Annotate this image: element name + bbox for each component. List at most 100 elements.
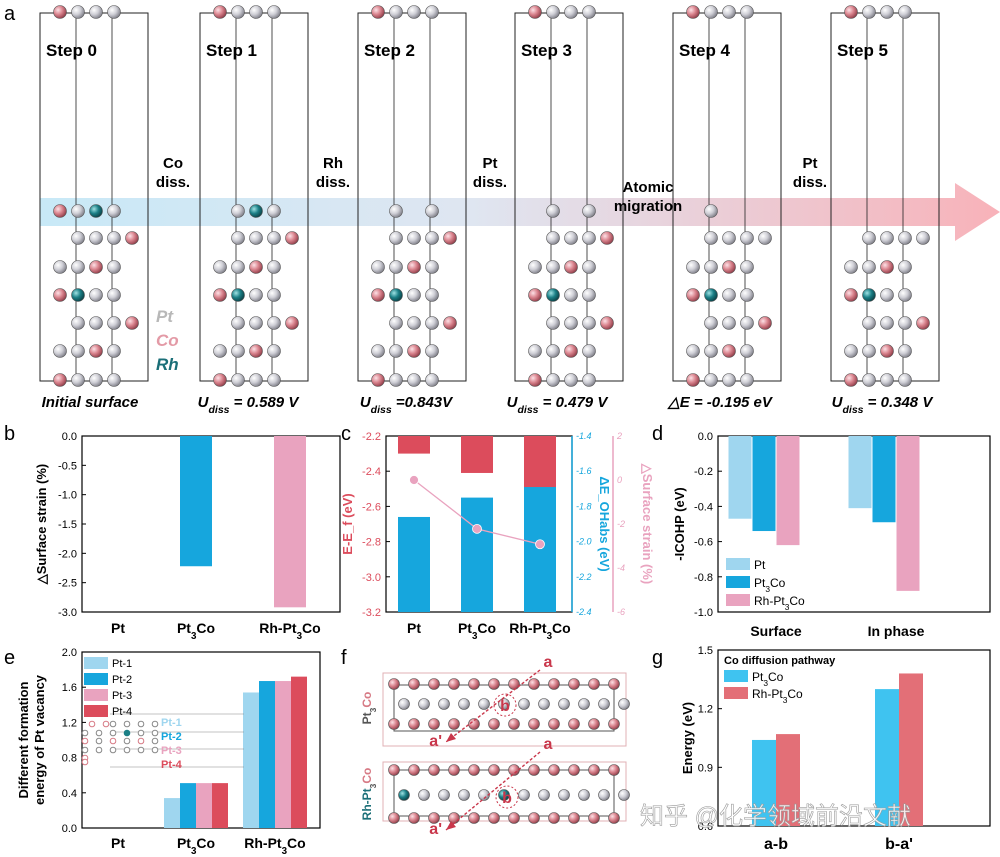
- pt-atom: [740, 231, 754, 245]
- rh-atom: [89, 204, 103, 218]
- strain-point: [535, 539, 545, 550]
- pt-atom: [267, 260, 281, 274]
- co-atom: [388, 678, 400, 690]
- bar-Rh-Pt3Co: [899, 673, 923, 826]
- inset-atom: [137, 729, 145, 737]
- pt-atom: [231, 316, 245, 330]
- pt-atom: [880, 231, 894, 245]
- pt-atom: [231, 373, 245, 387]
- arrow-label-1-line1: Rh: [323, 155, 343, 172]
- mid-tick-label: -1.4: [576, 431, 592, 441]
- legend-label: Pt-3: [112, 690, 132, 702]
- pt-atom: [722, 373, 736, 387]
- y-tick-label: 1.2: [62, 717, 77, 729]
- y-tick-label: -1.0: [694, 607, 713, 619]
- co-atom: [53, 5, 67, 19]
- co-atom: [89, 344, 103, 358]
- co-atom: [508, 678, 520, 690]
- co-atom: [408, 812, 420, 824]
- slab-step-4: Step 4: [672, 5, 782, 387]
- rh-atom: [231, 288, 245, 302]
- pt-atom: [704, 344, 718, 358]
- site-a-prime-label: a': [429, 821, 442, 838]
- bar-Pt: [728, 436, 752, 519]
- inset-atom: [95, 729, 103, 737]
- pt-atom: [704, 5, 718, 19]
- co-atom: [488, 812, 500, 824]
- co-atom: [548, 764, 560, 776]
- bar-Rh-Pt3Co: [776, 734, 800, 826]
- pt-atom: [538, 698, 550, 710]
- step-caption-5: Udiss = 0.348 V: [832, 394, 935, 416]
- pt-atom: [704, 373, 718, 387]
- co-atom: [388, 812, 400, 824]
- pt-atom: [686, 344, 700, 358]
- site-b-marker: [493, 693, 517, 717]
- inset-atom: [123, 729, 131, 737]
- slab-cell: [393, 769, 615, 817]
- y-tick-label: 1.6: [62, 682, 77, 694]
- co-atom: [844, 373, 858, 387]
- co-atom: [488, 718, 500, 730]
- pt-atom: [389, 344, 403, 358]
- pt-atom: [722, 288, 736, 302]
- y-axis-label: Energy (eV): [680, 702, 695, 774]
- pt-atom: [528, 260, 542, 274]
- strain-point: [409, 475, 419, 485]
- pt-atom: [898, 288, 912, 302]
- bar-Pt3Co: [875, 689, 899, 826]
- inset-atom: [151, 720, 159, 728]
- co-atom: [443, 231, 457, 245]
- co-atom: [53, 204, 67, 218]
- co-atom: [588, 718, 600, 730]
- pt-atom: [498, 698, 510, 710]
- co-atom: [428, 678, 440, 690]
- y-tick-label: -0.5: [58, 460, 77, 472]
- legend-title: Co diffusion pathway: [724, 655, 836, 667]
- co-atom: [388, 764, 400, 776]
- legend-swatch: [726, 558, 750, 570]
- slab-step-2: Step 2: [357, 5, 467, 387]
- y-tick-label: 1.2: [698, 704, 713, 716]
- pt-atom: [862, 231, 876, 245]
- co-atom: [213, 5, 227, 19]
- pt-atom: [564, 288, 578, 302]
- panel-b-letter: b: [4, 423, 15, 445]
- pt-atom: [740, 288, 754, 302]
- pt-atom: [249, 373, 263, 387]
- pt-atom: [89, 316, 103, 330]
- co-atom: [548, 812, 560, 824]
- step-caption-1: Udiss = 0.589 V: [198, 394, 301, 416]
- bar-Pt3Co: [180, 436, 212, 567]
- pt-atom: [231, 260, 245, 274]
- bar-Rh-Pt3Co: [274, 436, 306, 608]
- pt-atom: [389, 260, 403, 274]
- co-atom: [89, 260, 103, 274]
- y-tick-label: 0.4: [62, 788, 77, 800]
- co-atom: [548, 678, 560, 690]
- pt-atom: [425, 288, 439, 302]
- left-tick-label: -2.6: [362, 501, 381, 513]
- co-atom: [443, 316, 457, 330]
- pt-atom: [582, 231, 596, 245]
- panel-c-letter: c: [341, 423, 351, 445]
- y-axis-label: △Surface strain (%): [34, 464, 49, 586]
- co-atom: [53, 288, 67, 302]
- inset-atom: [81, 729, 89, 737]
- step-caption-4: △E = -0.195 eV: [666, 394, 774, 411]
- panel-f: f Pt3Co Rh-Pt3Co b a a' b a a': [341, 647, 630, 838]
- pt-atom: [89, 231, 103, 245]
- pt-atom: [71, 231, 85, 245]
- legend-label: Pt3Co: [752, 670, 784, 688]
- inset-atom: [88, 720, 96, 728]
- co-atom: [508, 718, 520, 730]
- pt-atom: [89, 5, 103, 19]
- slab-step-1: Step 1: [199, 5, 309, 387]
- arrow-head: [446, 821, 456, 830]
- pt-atom: [740, 316, 754, 330]
- left-tick-label: -2.4: [362, 466, 381, 478]
- co-atom: [568, 718, 580, 730]
- pt-atom: [71, 344, 85, 358]
- pt-atom: [71, 260, 85, 274]
- pt-atom: [425, 204, 439, 218]
